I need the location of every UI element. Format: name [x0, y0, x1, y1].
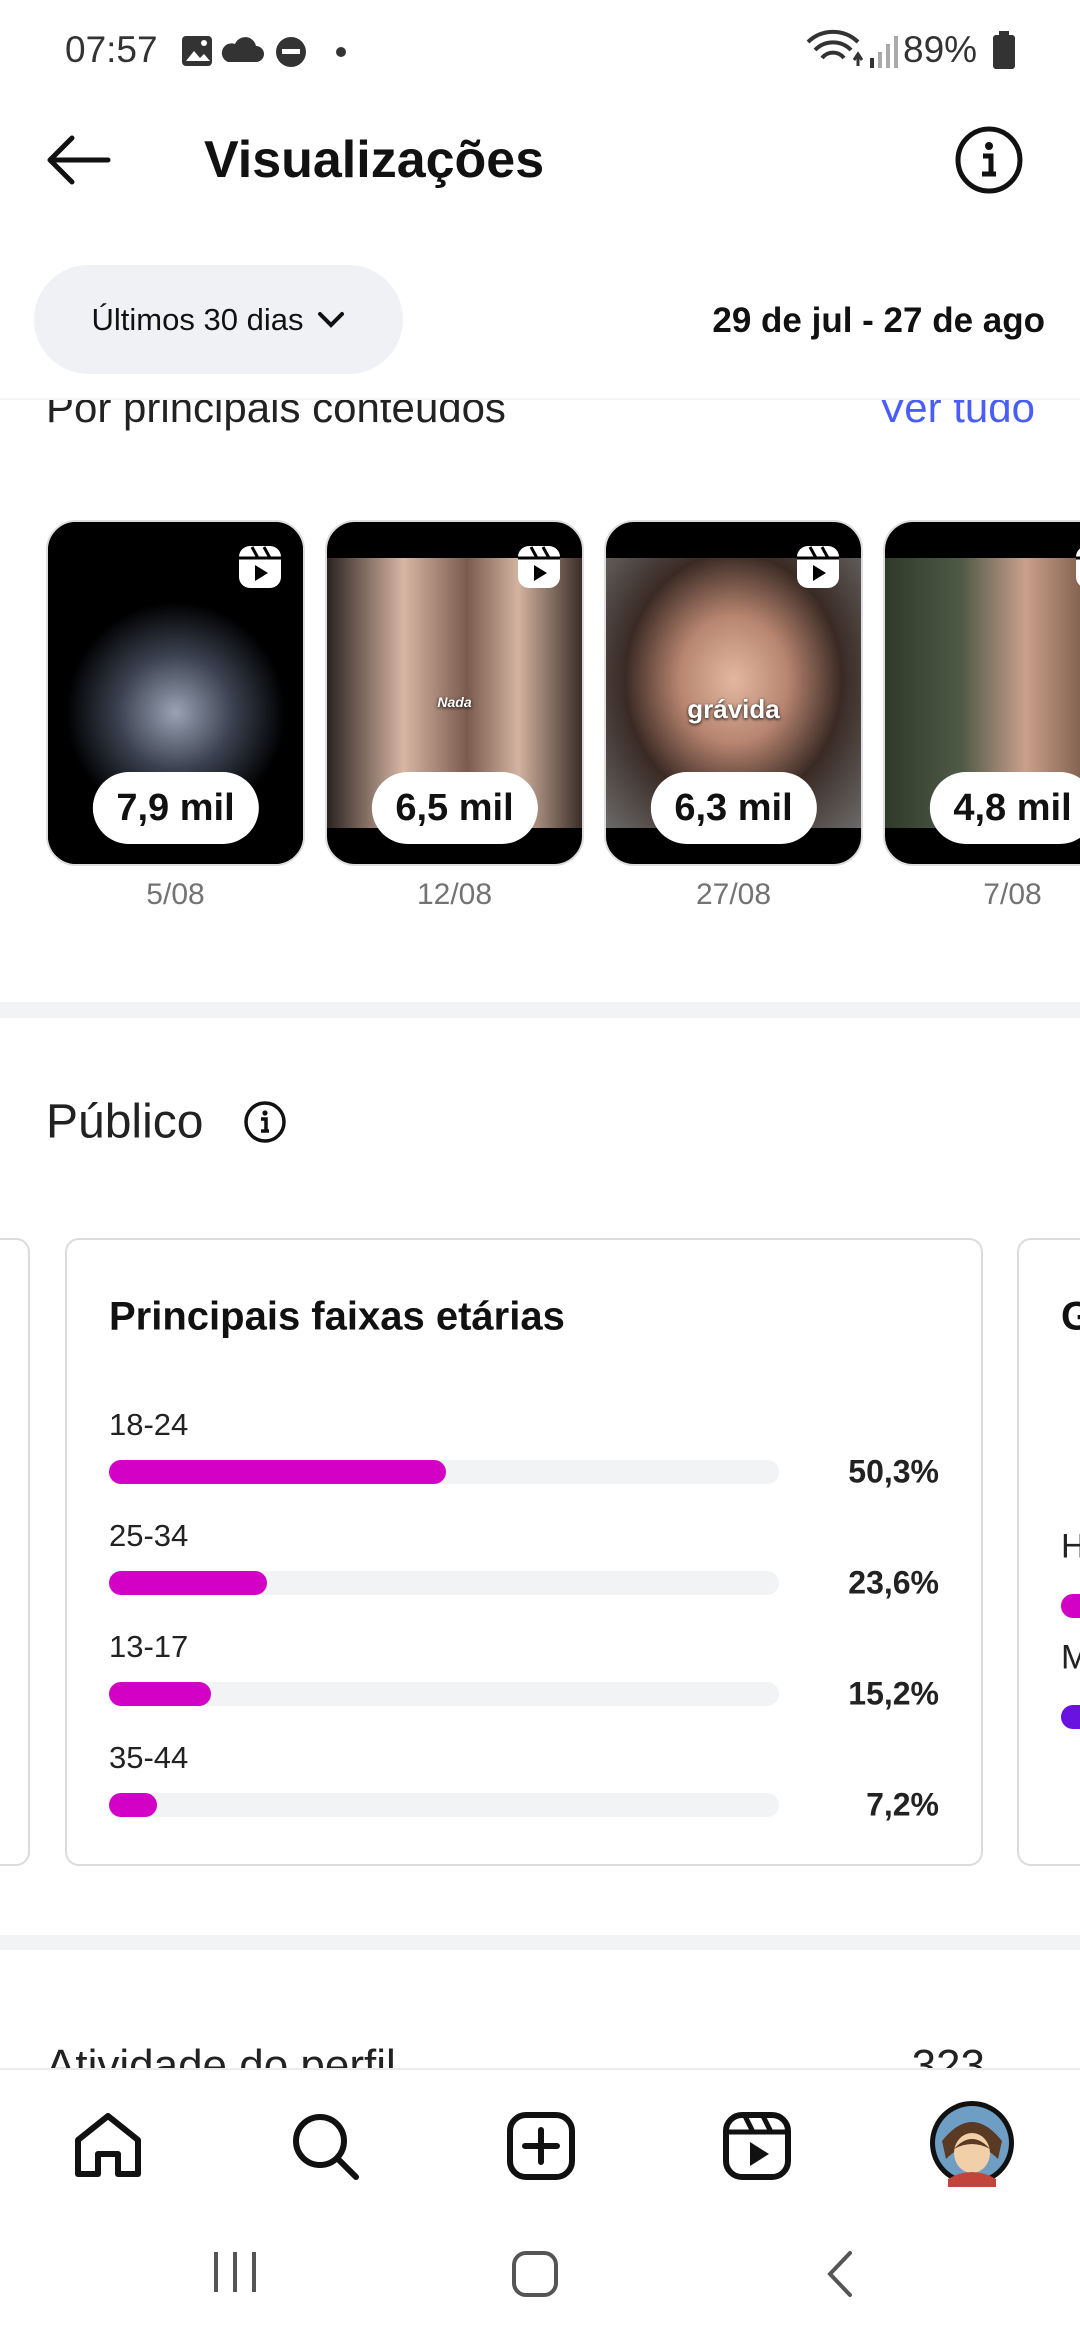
top-content-row: 7,9 mil 5/08 Nada 6,5 mil 12/08 grávida 6,3 mi… [0, 500, 1080, 960]
content-date: 7/08 [983, 878, 1042, 911]
reel-icon-play [255, 565, 268, 581]
content-date: 12/08 [416, 878, 493, 911]
age-label: 25-34 [109, 1518, 189, 1553]
profile-tab[interactable] [928, 2099, 1016, 2187]
date-range: 29 de jul - 27 de ago [712, 301, 1045, 340]
top-bar: 07:57 89% Visualizações Últimos 30 dias … [0, 0, 1080, 400]
search-tab[interactable] [289, 2110, 361, 2182]
age-value: 50,3% [848, 1453, 939, 1490]
views-count: 4,8 mil [953, 786, 1072, 829]
card-title: G [1061, 1294, 1080, 1339]
reels-tab[interactable] [721, 2110, 793, 2182]
gender-card: G H M [1017, 1238, 1080, 1866]
page-title: Visualizações [204, 131, 545, 189]
reel-icon-bg [239, 546, 281, 588]
bar-fill [109, 1571, 268, 1595]
reel-icon-line [518, 546, 560, 560]
gender-label: H [1061, 1527, 1080, 1566]
chevron-down [318, 311, 345, 328]
reel-icon-play [534, 565, 547, 581]
audience-title: Público [46, 1095, 204, 1149]
reel-icon-line [797, 546, 839, 560]
thumbnail-caption: grávida [687, 694, 780, 724]
views-pill: 6,3 mil [650, 772, 817, 844]
age-value: 23,6% [848, 1564, 939, 1601]
age-label: 18-24 [109, 1407, 189, 1442]
back-button[interactable] [44, 135, 114, 185]
reel-icon [1076, 548, 1080, 586]
recent-apps-button[interactable] [210, 2250, 260, 2294]
reel-icon-play [813, 565, 826, 581]
content-thumbnail[interactable]: grávida 6,3 mil [604, 520, 863, 866]
reel-icon [797, 546, 839, 588]
bar-fill [109, 1793, 158, 1817]
status-signal [806, 29, 898, 68]
bar-track [109, 1682, 779, 1706]
gender-bar [1061, 1705, 1080, 1729]
header-shadow [0, 398, 1080, 400]
gender-label: M [1061, 1638, 1080, 1677]
create-tab[interactable] [505, 2110, 577, 2182]
system-nav [0, 2200, 1080, 2340]
content-date: 27/08 [695, 878, 772, 911]
age-card: Principais faixas etárias 18-24 50,3% 25-3… [65, 1238, 983, 1866]
views-count: 7,9 mil [116, 786, 235, 829]
battery-icon [993, 31, 1015, 69]
views-count: 6,5 mil [395, 786, 514, 829]
prev-card [0, 1238, 30, 1866]
home-tab[interactable] [72, 2110, 144, 2182]
reel-icon [239, 546, 281, 588]
views-count: 6,3 mil [674, 786, 793, 829]
content-thumbnail[interactable]: 4,8 mil [883, 520, 1080, 866]
card-title: Principais faixas etárias [109, 1294, 565, 1339]
age-label: 35-44 [109, 1740, 189, 1775]
status-battery: 89% [903, 29, 978, 70]
period-label: Últimos 30 dias [91, 301, 304, 337]
status-time: 07:57 [65, 29, 158, 70]
reel-icon-bg [797, 546, 839, 588]
reel-icon-bg [1076, 548, 1080, 586]
age-value: 15,2% [848, 1675, 939, 1712]
content-date: 5/08 [146, 878, 205, 911]
reel-icon-line [239, 546, 281, 560]
reel-icon [518, 546, 560, 588]
back-system-button[interactable] [822, 2250, 856, 2298]
info-button[interactable] [954, 125, 1024, 195]
info-icon[interactable] [242, 1099, 288, 1145]
bar-track [109, 1793, 779, 1817]
divider [0, 1935, 1080, 1950]
views-pill: 4,8 mil [929, 772, 1080, 844]
reel-icon-bg [518, 546, 560, 588]
bottom-nav [0, 2068, 1080, 2202]
content-thumbnail[interactable]: 7,9 mil [46, 520, 305, 866]
bar-fill [109, 1460, 446, 1484]
gender-bar [1061, 1594, 1080, 1618]
home-button[interactable] [511, 2250, 559, 2298]
views-pill: 7,9 mil [92, 772, 259, 844]
content-thumbnail[interactable]: Nada 6,5 mil [325, 520, 584, 866]
period-dropdown[interactable]: Últimos 30 dias [34, 265, 403, 374]
thumbnail-caption: Nada [437, 694, 472, 710]
age-value: 7,2% [866, 1786, 939, 1823]
bar-fill [109, 1682, 211, 1706]
status-icons [182, 36, 346, 67]
age-label: 13-17 [109, 1629, 189, 1664]
divider [0, 1002, 1080, 1018]
views-pill: 6,5 mil [371, 772, 538, 844]
